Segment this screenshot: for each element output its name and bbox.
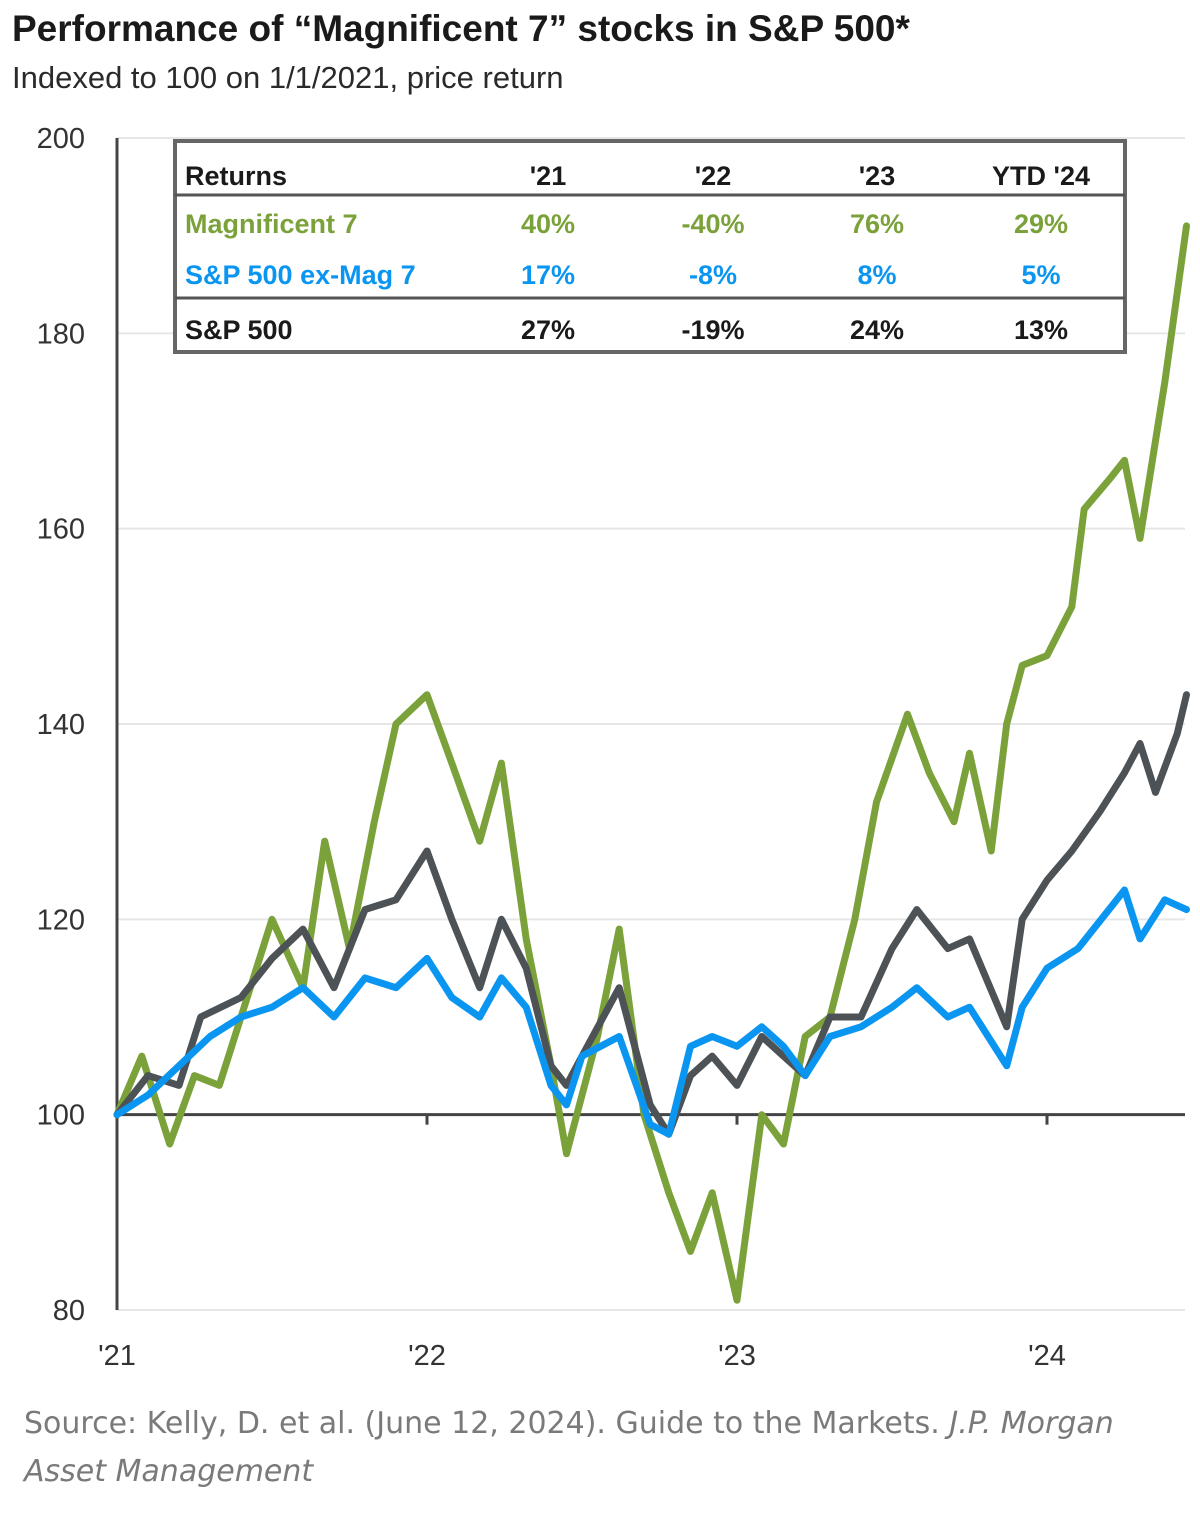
table-cell: 17%	[521, 260, 575, 290]
chart-title: Performance of “Magnificent 7” stocks in…	[12, 8, 910, 49]
table-cell: 27%	[521, 315, 575, 345]
table-row-label: Magnificent 7	[185, 209, 358, 239]
y-tick-label: 100	[37, 1100, 85, 1132]
chart-subtitle: Indexed to 100 on 1/1/2021, price return	[12, 60, 564, 95]
table-cell: 29%	[1014, 209, 1068, 239]
series-line-s-p-500	[113, 691, 1190, 1138]
y-tick-label: 180	[37, 318, 85, 350]
table-cell: 76%	[850, 209, 904, 239]
source-publisher: J.P. Morgan Asset Management	[24, 1406, 1114, 1489]
source-note: Source: Kelly, D. et al. (June 12, 2024)…	[24, 1400, 1184, 1496]
table-cell: 40%	[521, 209, 575, 239]
table-row-label: S&P 500 ex-Mag 7	[185, 260, 416, 290]
x-tick-label: '21	[98, 1340, 136, 1372]
table-cell: 8%	[857, 260, 896, 290]
table-header: YTD '24	[992, 161, 1090, 191]
table-cell: 13%	[1014, 315, 1068, 345]
table-cell: -8%	[689, 260, 737, 290]
y-tick-label: 160	[37, 514, 85, 546]
y-tick-label: 80	[53, 1295, 85, 1327]
table-header: Returns	[185, 161, 287, 191]
x-tick-label: '22	[408, 1340, 446, 1372]
y-tick-label: 120	[37, 904, 85, 936]
table-cell: 5%	[1021, 260, 1060, 290]
source-text: Source: Kelly, D. et al. (June 12, 2024)…	[24, 1406, 950, 1441]
series-line-magnificent-7	[113, 222, 1190, 1304]
x-tick-label: '23	[718, 1340, 756, 1372]
table-cell: -40%	[681, 209, 744, 239]
y-tick-label: 140	[37, 709, 85, 741]
table-row-label: S&P 500	[185, 315, 293, 345]
table-header: '21	[530, 161, 566, 191]
table-cell: 24%	[850, 315, 904, 345]
y-tick-label: 200	[37, 123, 85, 155]
table-header: '23	[859, 161, 895, 191]
series-line-s-p-500-ex-mag-7	[113, 886, 1190, 1138]
x-tick-label: '24	[1028, 1340, 1066, 1372]
table-header: '22	[695, 161, 731, 191]
returns-table	[173, 139, 1127, 354]
table-cell: -19%	[681, 315, 744, 345]
